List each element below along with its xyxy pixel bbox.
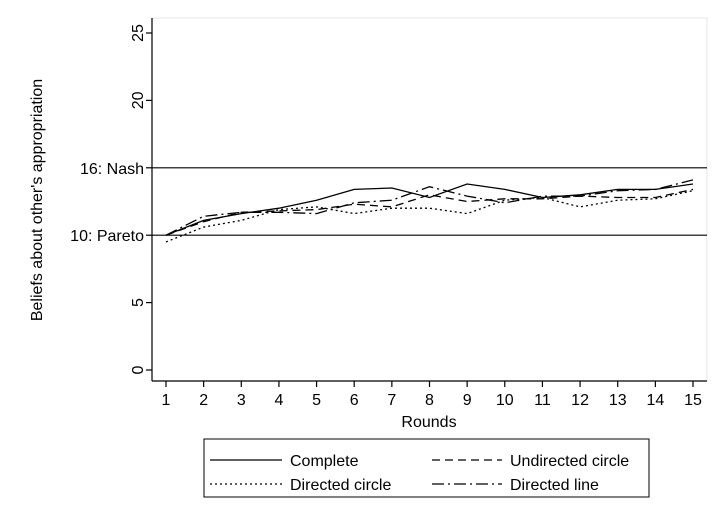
x-tick-label: 10 bbox=[496, 392, 514, 409]
series-group bbox=[165, 179, 694, 243]
legend-label-directed-circle: Directed circle bbox=[290, 477, 391, 494]
y-tick-label: 5 bbox=[130, 298, 147, 307]
legend: Complete Undirected circle Directed circle… bbox=[203, 438, 650, 498]
series-line-directed-circle bbox=[165, 190, 694, 243]
x-tick-label: 14 bbox=[646, 392, 664, 409]
x-tick-label: 4 bbox=[274, 392, 283, 409]
x-tick-label: 13 bbox=[609, 392, 627, 409]
legend-label-complete: Complete bbox=[290, 453, 359, 470]
x-tick-label: 3 bbox=[237, 392, 246, 409]
legend-label-directed-line: Directed line bbox=[510, 477, 599, 494]
y-tick-label: 10: Pareto bbox=[70, 228, 144, 245]
y-tick-label: 25 bbox=[130, 24, 147, 42]
y-axis-title: Beliefs about other's appropriation bbox=[29, 79, 46, 321]
x-tick-label: 2 bbox=[199, 392, 208, 409]
legend-label-undirected-circle: Undirected circle bbox=[510, 453, 629, 470]
x-tick-label: 5 bbox=[312, 392, 321, 409]
y-tick-label: 0 bbox=[130, 365, 147, 374]
x-tick-label: 8 bbox=[425, 392, 434, 409]
x-tick-label: 11 bbox=[534, 392, 551, 409]
x-tick-label: 15 bbox=[684, 392, 702, 409]
y-axis: 0 5 10: Pareto 16: Nash 20 25 bbox=[70, 18, 153, 381]
x-tick-label: 9 bbox=[463, 392, 472, 409]
x-tick-label: 6 bbox=[350, 392, 359, 409]
x-tick-label: 12 bbox=[571, 392, 589, 409]
x-tick-label: 7 bbox=[387, 392, 396, 409]
y-tick-label: 20 bbox=[130, 91, 147, 109]
series-line-directed-line bbox=[165, 179, 694, 236]
x-axis-title: Rounds bbox=[401, 414, 456, 431]
x-tick-label: 1 bbox=[162, 392, 171, 409]
y-tick-label: 16: Nash bbox=[80, 161, 144, 178]
x-axis: 1 2 3 4 5 6 7 8 9 10 11 12 13 14 15 bbox=[152, 380, 707, 409]
legend-box bbox=[203, 438, 650, 498]
